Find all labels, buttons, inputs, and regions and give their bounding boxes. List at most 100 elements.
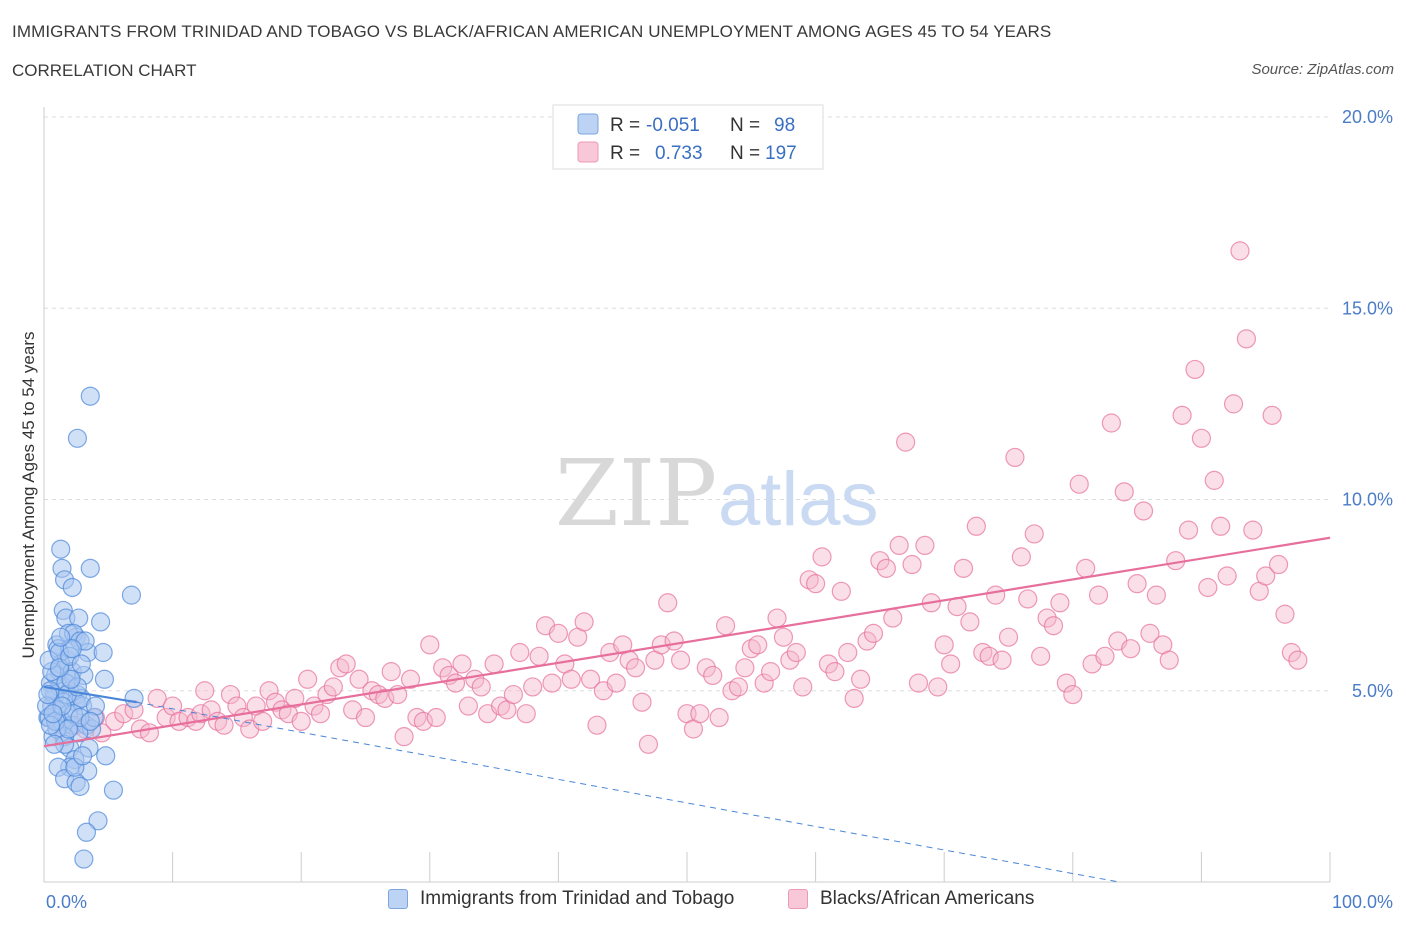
blue-point-62 xyxy=(67,428,88,448)
pink-point-119 xyxy=(851,669,871,689)
pink-point-162 xyxy=(1127,574,1147,594)
blue-point-57 xyxy=(103,780,124,800)
pink-point-72 xyxy=(548,623,569,643)
pink-point-95 xyxy=(696,658,716,678)
pink-point-167 xyxy=(1159,650,1179,670)
pink-point-171 xyxy=(1185,359,1205,380)
legend-r-value-2: 0.733 xyxy=(655,143,703,164)
pink-point-91 xyxy=(670,650,691,670)
pink-point-144 xyxy=(1011,547,1031,567)
x-tick-label-1: 100.0% xyxy=(1332,892,1393,912)
pink-point-78 xyxy=(587,715,607,735)
blue-point-14 xyxy=(80,558,100,578)
blue-point-96 xyxy=(51,627,71,647)
pink-point-150 xyxy=(1050,593,1070,613)
pink-point-152 xyxy=(1063,684,1083,705)
pink-point-146 xyxy=(1024,524,1044,544)
pink-point-120 xyxy=(857,631,877,651)
pink-point-84 xyxy=(625,658,646,678)
pink-point-89 xyxy=(658,593,678,613)
blue-point-29 xyxy=(94,669,115,689)
pink-point-172 xyxy=(1191,428,1212,448)
blue-point-83 xyxy=(38,684,58,705)
pink-point-67 xyxy=(516,704,536,724)
pink-point-49 xyxy=(400,669,421,689)
y-tick-label-1: 10.0% xyxy=(1342,490,1393,510)
pink-point-71 xyxy=(542,673,562,693)
blue-point-80 xyxy=(61,669,81,689)
pink-point-136 xyxy=(960,612,980,632)
pink-point-133 xyxy=(941,654,961,674)
pink-point-180 xyxy=(1243,520,1263,540)
pink-point-118 xyxy=(844,688,864,709)
pink-point-169 xyxy=(1172,405,1192,425)
pink-point-161 xyxy=(1121,639,1141,659)
blue-point-56 xyxy=(70,776,90,796)
pink-point-177 xyxy=(1223,394,1244,414)
pink-point-46 xyxy=(381,662,401,682)
pink-point-160 xyxy=(1114,482,1134,502)
y-tick-labels: 5.0% 10.0% 15.0% 20.0% xyxy=(1342,107,1393,701)
blue-point-97 xyxy=(71,654,91,674)
pink-point-41 xyxy=(349,669,369,689)
pink-point-57 xyxy=(452,654,472,674)
pink-point-100 xyxy=(728,677,749,697)
legend-r-value-1: -0.051 xyxy=(646,115,700,136)
pink-point-51 xyxy=(413,711,433,731)
pink-point-126 xyxy=(896,432,916,452)
pink-point-121 xyxy=(863,623,884,643)
axes xyxy=(43,107,1331,883)
pink-point-122 xyxy=(870,551,890,571)
pink-point-109 xyxy=(786,642,806,663)
blue-point-49 xyxy=(96,746,116,766)
blue-point-59 xyxy=(76,822,97,842)
legend-swatch-pink xyxy=(577,141,599,163)
pink-point-140 xyxy=(986,585,1006,605)
pink-point-113 xyxy=(812,547,832,567)
blue-series-points xyxy=(36,386,144,869)
pink-point-183 xyxy=(1262,405,1282,425)
blue-point-63 xyxy=(121,585,142,605)
pink-point-170 xyxy=(1178,520,1199,540)
pink-point-184 xyxy=(1268,554,1289,575)
pink-point-154 xyxy=(1076,558,1096,578)
y-axis-label: Unemployment Among Ages 45 to 54 years xyxy=(19,332,38,659)
pink-point-139 xyxy=(979,646,999,666)
y-tick-label-2: 15.0% xyxy=(1342,298,1393,318)
grid-lines xyxy=(44,116,1330,692)
pink-point-173 xyxy=(1198,577,1218,598)
bottom-legend-swatch-blue xyxy=(388,889,408,909)
pink-point-164 xyxy=(1140,623,1160,643)
pink-point-135 xyxy=(953,558,974,578)
pink-point-54 xyxy=(433,658,453,678)
pink-point-128 xyxy=(908,673,929,693)
y-tick-label-3: 20.0% xyxy=(1342,107,1393,127)
blue-point-10 xyxy=(51,539,71,559)
pink-point-143 xyxy=(1005,447,1025,468)
bottom-legend-item-pink: Blacks/African Americans xyxy=(788,888,1034,910)
pink-point-76 xyxy=(574,612,594,632)
pink-point-151 xyxy=(1056,673,1076,693)
pink-point-85 xyxy=(632,692,652,712)
pink-point-176 xyxy=(1217,566,1237,586)
pink-point-105 xyxy=(760,662,781,682)
pink-point-174 xyxy=(1204,470,1224,490)
pink-point-142 xyxy=(998,627,1019,647)
pink-point-94 xyxy=(690,704,710,724)
blue-point-64 xyxy=(124,688,144,709)
bottom-legend-swatch-pink xyxy=(788,889,808,909)
pink-point-110 xyxy=(793,677,813,697)
pink-point-163 xyxy=(1133,501,1154,521)
bottom-legend-item-blue: Immigrants from Trinidad and Tobago xyxy=(388,888,734,910)
pink-point-112 xyxy=(805,574,826,594)
x-tick-label-0: 0.0% xyxy=(46,892,87,912)
pink-point-107 xyxy=(773,627,794,647)
trend-lines xyxy=(43,536,1331,883)
pink-point-28 xyxy=(265,692,286,712)
bottom-legend-label-pink: Blacks/African Americans xyxy=(820,888,1035,909)
pink-point-101 xyxy=(735,658,755,678)
pink-point-125 xyxy=(889,535,909,556)
pink-point-153 xyxy=(1069,474,1089,494)
pink-point-96 xyxy=(703,665,723,686)
